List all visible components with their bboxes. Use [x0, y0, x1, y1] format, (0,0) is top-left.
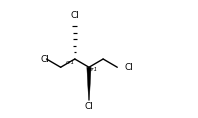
- Text: or1: or1: [89, 67, 98, 72]
- Polygon shape: [87, 67, 91, 100]
- Text: Cl: Cl: [125, 63, 134, 72]
- Text: Cl: Cl: [40, 55, 49, 63]
- Text: or1: or1: [66, 60, 75, 65]
- Text: Cl: Cl: [70, 11, 79, 20]
- Text: Cl: Cl: [85, 102, 93, 111]
